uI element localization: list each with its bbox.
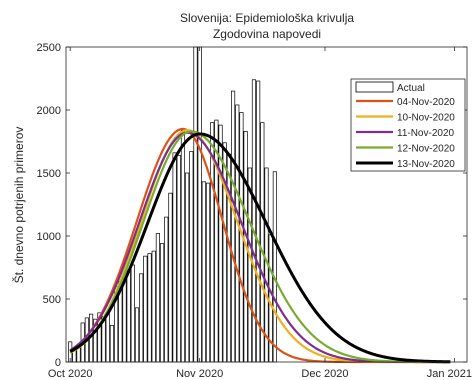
y-tick-label: 500 [43,294,61,306]
actual-bar [160,243,165,363]
legend-swatch-actual [355,81,394,93]
actual-bar [168,192,173,363]
actual-bar [126,269,131,363]
actual-bar [130,264,135,363]
actual-bar [205,182,211,363]
actual-bar [185,172,190,363]
actual-bar [189,151,194,363]
actual-bar [226,153,231,363]
legend-label-series: 13-Nov-2020 [397,159,455,170]
y-tick-label: 1000 [37,231,61,243]
actual-bar [155,233,160,363]
y-tick-label: 2500 [37,42,61,54]
actual-bar [222,142,227,363]
actual-bar [201,181,206,363]
chart-subtitle: Zgodovina napovedi [213,27,321,41]
x-tick-label: Nov 2020 [176,368,223,380]
chart-title: Slovenija: Epidemiološka krivulja [180,11,354,25]
y-axis-ticks: 0 500 1000 1500 2000 2500 [37,42,467,369]
legend-label-series: 11-Nov-2020 [397,128,455,139]
x-tick-label: Oct 2020 [48,368,93,380]
chart-legend: Actual 04-Nov-2020 10-Nov-2020 11-Nov-2020… [350,78,466,172]
actual-bar [193,46,198,363]
y-tick-label: 1500 [37,168,61,180]
actual-bar [260,122,265,363]
y-tick-label: 2000 [37,105,61,117]
actual-bar [235,104,240,363]
actual-bar [147,253,152,363]
actual-bar [231,90,236,363]
actual-bar [172,152,177,363]
actual-bar [139,273,144,363]
actual-bar [164,216,169,363]
actual-bar [247,167,252,363]
y-axis-label: Št. dnevno potrjenih primerov [11,127,26,284]
plot-area-frame [65,46,468,363]
y-tick-label: 0 [55,357,61,369]
legend-label-series: 12-Nov-2020 [397,144,455,155]
actual-bar [180,129,186,363]
actual-bar [214,119,219,363]
actual-bar [197,46,202,363]
forecast-line-12-nov-2020 [69,130,451,364]
actual-bar [176,155,181,363]
x-tick-label: Dec 2020 [301,368,348,380]
legend-box [350,78,466,172]
actual-bar [151,250,156,363]
forecast-line-13-nov-2020 [69,132,451,364]
legend-label-series: 10-Nov-2020 [397,113,455,124]
x-axis-ticks: Oct 2020 Nov 2020 Dec 2020 Jan 2021 [48,47,472,380]
legend-label-actual: Actual [397,83,425,94]
x-tick-label: Jan 2021 [427,368,472,380]
actual-bar [272,171,277,363]
actual-bar [105,312,110,363]
actual-bar [109,325,115,363]
actual-bar [143,255,148,363]
legend-label-series: 04-Nov-2020 [397,97,455,108]
actual-bar [134,307,140,363]
